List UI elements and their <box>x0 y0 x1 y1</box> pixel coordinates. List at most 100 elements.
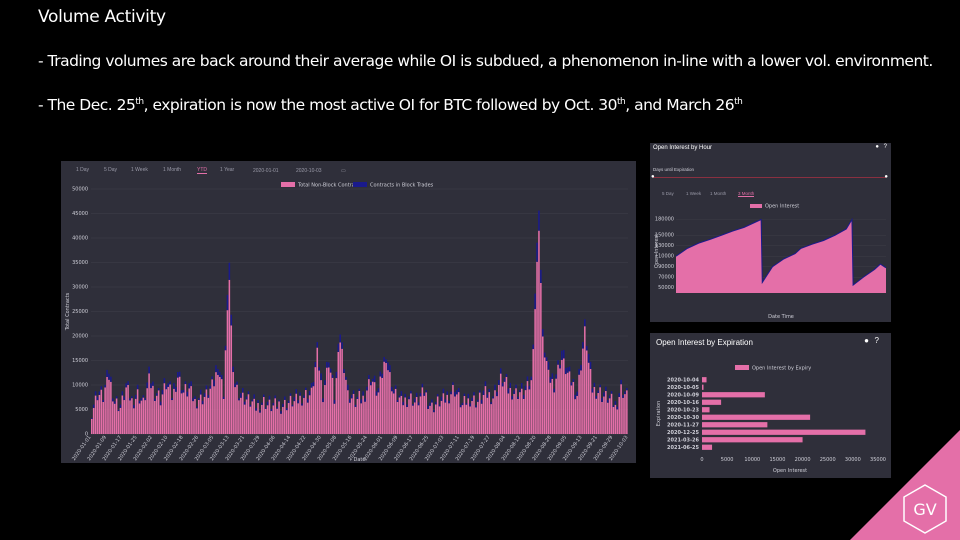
date-from[interactable]: 2020-01-01 <box>253 168 279 174</box>
bar-non-block <box>368 379 370 434</box>
bar-block <box>482 390 485 395</box>
bar-block <box>138 400 141 404</box>
bar-block <box>102 399 104 402</box>
bar-non-block <box>125 387 127 434</box>
help-icon[interactable]: ? <box>883 144 887 150</box>
legend-label: Open Interest by Expiry <box>752 366 811 372</box>
bar-block <box>622 395 624 398</box>
bullet-expiration: - The Dec. 25th, expiration is now the m… <box>38 96 743 114</box>
bar-non-block <box>352 393 355 434</box>
bar-block <box>614 401 617 405</box>
slider-handle-right[interactable]: ● <box>884 174 888 180</box>
bar-non-block <box>211 379 213 434</box>
tab-5-day[interactable]: 5 Day <box>662 191 674 196</box>
date-to[interactable]: 2020-10-03 <box>296 168 322 174</box>
y-tick-label: 70000 <box>658 274 674 280</box>
bar-non-block <box>100 389 103 434</box>
bar-block <box>98 391 101 395</box>
bullet2-part-b: , expiration is now the most active OI f… <box>143 96 618 114</box>
bar-non-block <box>91 418 93 434</box>
bar-block <box>343 369 345 373</box>
bar-block <box>224 345 227 351</box>
oi-by-expiration-svg: 0 5000 10000 15000 20000 25000 30000 35000 Open … <box>656 365 886 474</box>
bar-non-block <box>574 399 577 434</box>
bar-block <box>584 319 586 327</box>
bar-block <box>499 368 502 374</box>
bar-non-block <box>587 362 590 434</box>
bar-block <box>104 384 106 388</box>
bar-block <box>155 393 158 396</box>
tab-3-month[interactable]: 3 Month <box>738 191 755 197</box>
bar-block <box>391 386 393 392</box>
bar-block <box>113 401 116 404</box>
bar-block <box>136 384 139 390</box>
bar-non-block <box>194 398 196 434</box>
bar-non-block <box>524 390 527 434</box>
tab-1-week[interactable]: 1 Week <box>686 191 702 196</box>
bar-block <box>337 343 340 352</box>
bar-non-block <box>429 405 431 434</box>
expiry-bar <box>702 444 713 450</box>
bar-block <box>417 402 420 406</box>
calendar-icon[interactable]: ▭ <box>341 168 346 174</box>
bar-non-block <box>310 387 313 434</box>
slider-handle-left[interactable]: ● <box>651 174 655 180</box>
bar-non-block <box>253 398 255 434</box>
info-icon[interactable]: ● <box>875 144 879 150</box>
bar-non-block <box>582 348 584 434</box>
tab-ytd[interactable]: YTD <box>197 167 207 174</box>
bar-non-block <box>331 377 334 434</box>
bar-non-block <box>115 398 118 434</box>
bar-non-block <box>173 388 175 434</box>
tab-1-year[interactable]: 1 Year <box>220 167 235 173</box>
bar-block <box>412 404 414 406</box>
bar-block <box>597 390 599 394</box>
bar-non-block <box>207 397 210 434</box>
bar-block <box>610 391 613 394</box>
bar-block <box>152 381 154 386</box>
y-tick-label: 40000 <box>72 236 88 242</box>
info-icon[interactable]: ● <box>864 336 869 345</box>
bar-block <box>515 384 517 389</box>
bar-non-block <box>347 390 349 434</box>
bar-block <box>354 404 357 407</box>
bar-non-block <box>528 389 531 434</box>
tab-1-day[interactable]: 1 Day <box>76 167 90 173</box>
bar-non-block <box>257 403 259 434</box>
tab-1-month[interactable]: 1 Month <box>710 191 727 196</box>
bar-non-block <box>276 408 278 434</box>
bar-block <box>211 376 213 380</box>
bar-non-block <box>610 393 613 434</box>
bar-non-block <box>110 381 112 434</box>
bar-block <box>326 361 328 368</box>
days-slider-track[interactable] <box>653 177 886 178</box>
bar-non-block <box>570 385 573 434</box>
volume-chart-svg: 0 5000 10000 15000 20000 25000 30000 35000 40000… <box>65 182 630 463</box>
bar-block <box>440 396 443 401</box>
tab-5-day[interactable]: 5 Day <box>104 167 118 173</box>
legend-label: Open Interest <box>765 204 799 210</box>
bar-non-block <box>440 400 443 434</box>
bar-non-block <box>444 402 447 434</box>
bar-non-block <box>438 406 441 434</box>
bar-non-block <box>499 373 502 434</box>
bar-block <box>284 396 286 400</box>
bar-non-block <box>404 397 406 434</box>
bar-non-block <box>423 395 426 434</box>
bar-non-block <box>519 392 521 434</box>
help-icon[interactable]: ? <box>874 336 879 345</box>
bar-non-block <box>285 410 288 434</box>
bar-block <box>259 410 261 413</box>
bar-block <box>266 401 269 406</box>
oi-by-hour-panel: Open Interest by Hour ● ? Days until Exp… <box>650 143 891 322</box>
bar-block <box>134 394 137 399</box>
bar-block <box>593 382 596 387</box>
tab-1-month[interactable]: 1 Month <box>163 167 182 173</box>
tab-1-week[interactable]: 1 Week <box>131 167 148 173</box>
bar-block <box>347 384 349 391</box>
bar-non-block <box>471 401 473 434</box>
bar-block <box>186 391 189 397</box>
bar-block <box>161 389 164 395</box>
bar-non-block <box>515 388 517 434</box>
bar-non-block <box>442 393 445 434</box>
